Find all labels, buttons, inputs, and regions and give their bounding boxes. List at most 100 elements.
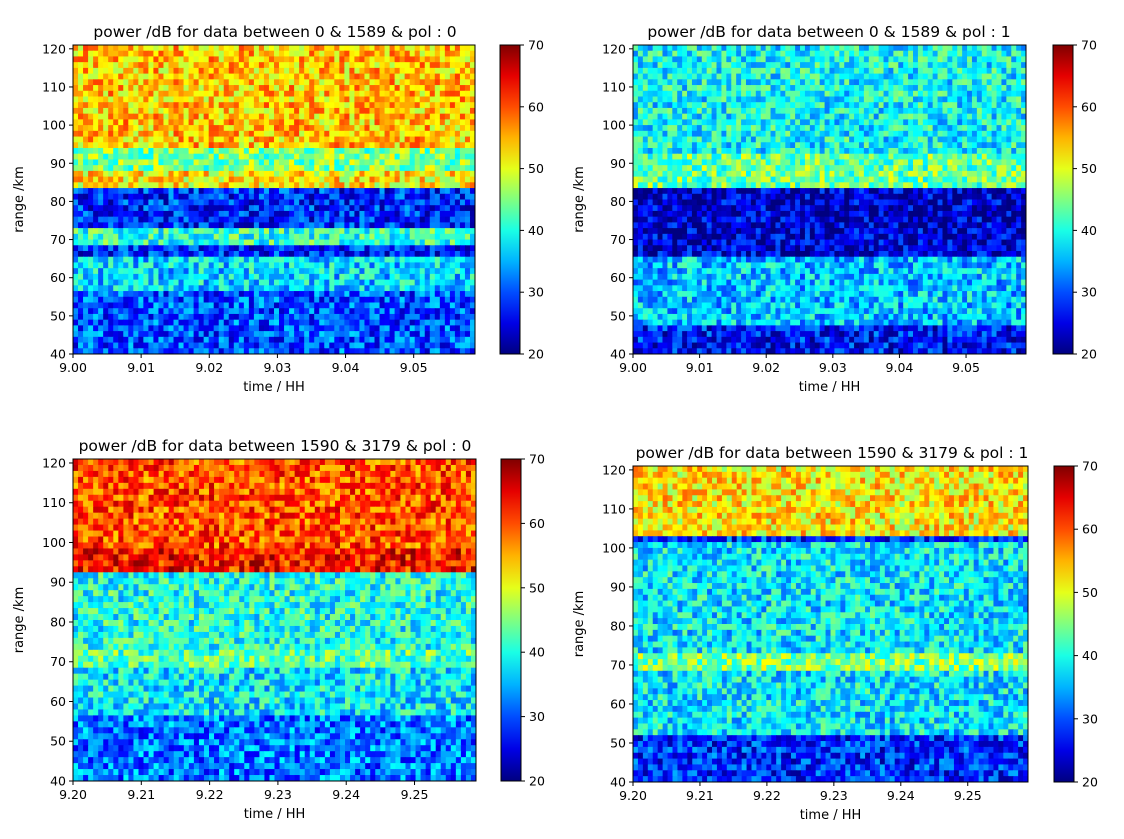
heatmap-cell <box>374 50 381 58</box>
heatmap-cell <box>379 125 386 132</box>
heatmap-cell <box>334 199 340 206</box>
heatmap-cell <box>329 165 335 172</box>
heatmap-cell <box>268 348 275 354</box>
heatmap-cell <box>334 308 340 315</box>
heatmap-cell <box>324 228 330 235</box>
heatmap-cell <box>384 153 391 161</box>
heatmap-cell <box>809 85 816 92</box>
heatmap-cell <box>143 165 149 172</box>
heatmap-cell <box>741 67 747 75</box>
heatmap-cell <box>148 50 155 58</box>
heatmap-cell <box>218 130 225 138</box>
heatmap-cell <box>314 56 320 63</box>
heatmap-cell <box>454 67 461 75</box>
heatmap-cell <box>399 262 406 269</box>
heatmap-cell <box>716 50 723 58</box>
heatmap-cell <box>755 67 762 75</box>
heatmap-cell <box>108 336 114 344</box>
heatmap-cell <box>88 308 94 315</box>
heatmap-cell <box>464 193 471 201</box>
heatmap-cell <box>168 79 175 86</box>
heatmap-cell <box>118 313 124 321</box>
heatmap-cell <box>647 73 654 80</box>
heatmap-cell <box>454 125 461 132</box>
heatmap-cell <box>248 216 255 223</box>
heatmap-cell <box>279 342 285 349</box>
heatmap-cell <box>384 331 391 338</box>
heatmap-cell <box>309 90 315 98</box>
heatmap-cell <box>233 176 240 183</box>
heatmap-cell <box>123 233 129 241</box>
heatmap-cell <box>339 125 345 132</box>
heatmap-cell <box>128 245 134 252</box>
heatmap-cell <box>444 176 451 183</box>
heatmap-cell <box>459 153 466 161</box>
heatmap-cell <box>349 176 356 183</box>
heatmap-cell <box>163 107 170 115</box>
heatmap-cell <box>238 113 245 120</box>
heatmap-cell <box>424 182 431 189</box>
heatmap-cell <box>133 285 139 292</box>
heatmap-cell <box>339 245 345 252</box>
heatmap-cell <box>309 56 315 63</box>
heatmap-cell <box>118 308 124 315</box>
heatmap-cell <box>369 331 376 338</box>
heatmap-cell <box>716 45 723 52</box>
heatmap-cell <box>223 165 230 172</box>
heatmap-cell <box>374 296 381 304</box>
heatmap-cell <box>93 296 99 304</box>
heatmap-cell <box>344 342 350 349</box>
heatmap-cell <box>188 205 195 212</box>
heatmap-cell <box>404 262 411 269</box>
heatmap-cell <box>359 56 366 63</box>
heatmap-cell <box>158 342 165 349</box>
heatmap-cell <box>83 188 89 195</box>
heatmap-cell <box>258 96 265 103</box>
heatmap-cell <box>223 153 230 161</box>
heatmap-cell <box>193 302 200 309</box>
heatmap-cell <box>800 67 806 75</box>
heatmap-cell <box>369 73 376 80</box>
heatmap-cell <box>957 85 963 92</box>
heatmap-cell <box>389 313 396 321</box>
heatmap-cell <box>289 142 295 149</box>
heatmap-cell <box>354 308 361 315</box>
heatmap-cell <box>78 319 84 326</box>
heatmap-cell <box>83 285 89 292</box>
heatmap-cell <box>173 188 180 195</box>
heatmap-cell <box>213 79 220 86</box>
heatmap-cell <box>143 308 149 315</box>
heatmap-cell <box>394 188 401 195</box>
heatmap-cell <box>158 45 165 52</box>
heatmap-cell <box>299 239 305 246</box>
heatmap-cell <box>394 262 401 269</box>
heatmap-cell <box>133 119 139 126</box>
heatmap-cell <box>354 142 361 149</box>
heatmap-cell <box>469 285 475 292</box>
heatmap-cell <box>138 233 144 241</box>
heatmap-cell <box>389 205 396 212</box>
heatmap-cell <box>354 205 361 212</box>
heatmap-cell <box>193 331 200 338</box>
heatmap-cell <box>163 262 170 269</box>
heatmap-cell <box>123 73 129 80</box>
heatmap-cell <box>153 302 160 309</box>
heatmap-cell <box>324 176 330 183</box>
heatmap-cell <box>128 136 134 143</box>
heatmap-cell <box>319 205 325 212</box>
heatmap-cell <box>258 136 265 143</box>
heatmap-cell <box>299 245 305 252</box>
heatmap-cell <box>258 313 265 321</box>
heatmap-cell <box>238 273 245 281</box>
heatmap-cell <box>379 228 386 235</box>
heatmap-cell <box>814 85 821 92</box>
heatmap-cell <box>233 291 240 298</box>
heatmap-cell <box>642 67 649 75</box>
heatmap-cell <box>324 342 330 349</box>
heatmap-cell <box>444 199 451 206</box>
heatmap-cell <box>153 56 160 63</box>
heatmap-cell <box>263 239 270 246</box>
heatmap-cell <box>721 85 727 92</box>
heatmap-cell <box>304 291 310 298</box>
heatmap-cell <box>183 85 190 92</box>
